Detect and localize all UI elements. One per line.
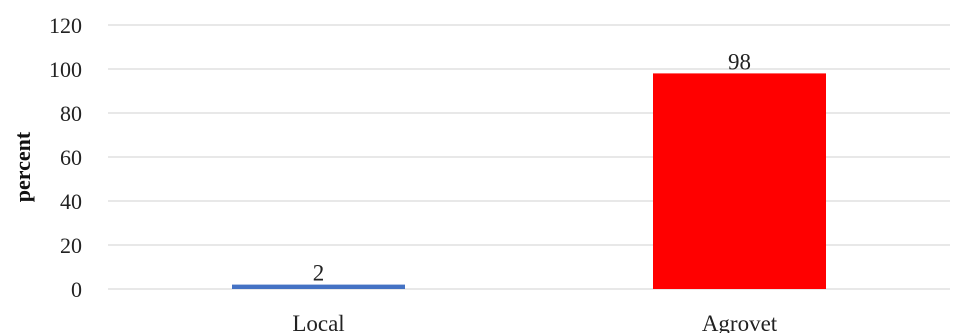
- y-tick-label: 60: [60, 145, 82, 170]
- y-tick-label: 0: [71, 277, 82, 302]
- data-labels: 2 98: [313, 49, 751, 285]
- bars: [232, 73, 826, 290]
- data-label-agrovet: 98: [728, 49, 751, 74]
- y-axis-ticks: 0 20 40 60 80 100 120: [49, 13, 82, 302]
- x-category-label-local: Local: [292, 311, 344, 333]
- x-category-label-agrovet: Agrovet: [702, 311, 778, 333]
- data-label-local: 2: [313, 261, 325, 286]
- x-axis-category-labels: Local Agrovet: [292, 311, 777, 333]
- y-tick-label: 40: [60, 189, 82, 214]
- y-tick-label: 80: [60, 101, 82, 126]
- bar-agrovet: [653, 73, 826, 290]
- y-tick-label: 20: [60, 233, 82, 258]
- gridlines: [108, 24, 950, 290]
- bar-local: [232, 284, 405, 289]
- y-axis-title: percent: [10, 131, 35, 202]
- y-tick-label: 100: [49, 57, 82, 82]
- y-tick-label: 120: [49, 13, 82, 38]
